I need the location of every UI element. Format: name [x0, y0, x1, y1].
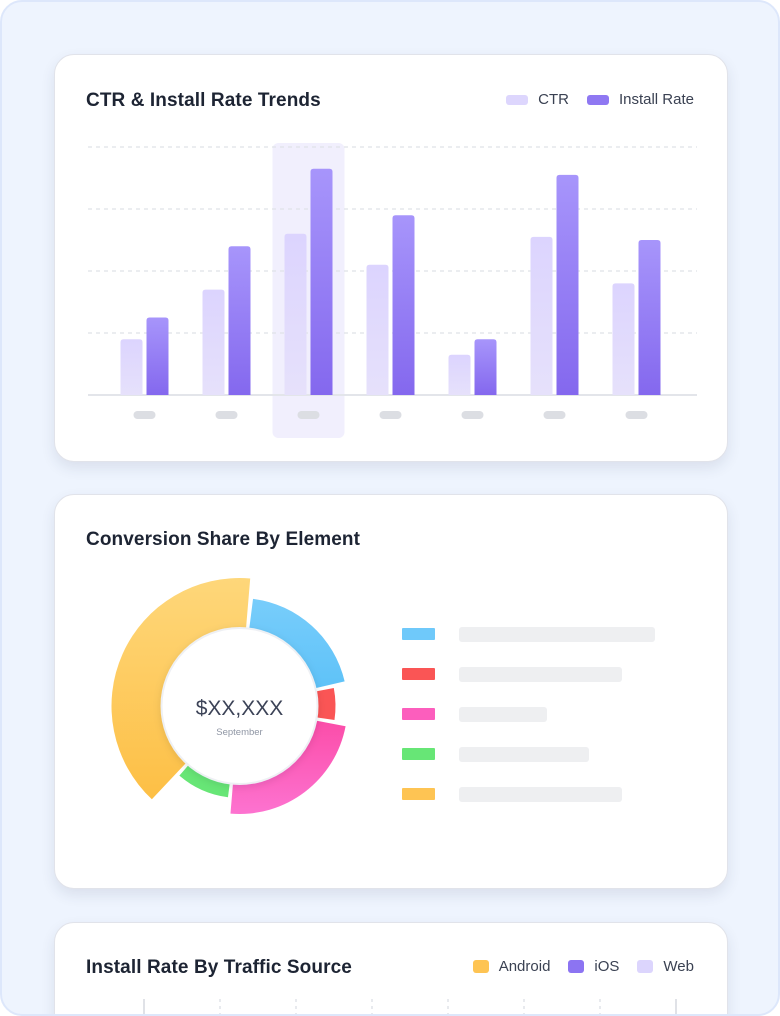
legend-label-ios: iOS: [594, 958, 620, 975]
ctr-install-legend: CTR Install Rate: [488, 91, 694, 108]
donut-center-value: $XX,XXX: [196, 697, 284, 720]
x-tick-label-placeholder: [133, 411, 156, 419]
bar-install-rate[interactable]: [556, 174, 579, 395]
bar-ctr[interactable]: [366, 264, 389, 395]
traffic-source-card: Install Rate By Traffic Source Android i…: [54, 922, 728, 1014]
donut-legend-swatch: [402, 628, 435, 640]
donut-legend-label-placeholder: [459, 667, 622, 682]
bar-ctr[interactable]: [530, 236, 553, 395]
x-tick-label-placeholder: [543, 411, 566, 419]
bar-install-rate[interactable]: [638, 240, 661, 395]
conversion-donut-chart: $XX,XXX September: [111, 578, 655, 814]
donut-legend-swatch: [402, 708, 435, 720]
legend-item-android[interactable]: Android: [472, 958, 551, 975]
bar-install-rate[interactable]: [474, 339, 497, 395]
bar-ctr[interactable]: [202, 289, 225, 395]
x-tick-label-placeholder: [297, 411, 320, 419]
conversion-share-card: Conversion Share By Element: [54, 494, 728, 889]
donut-slice-blue[interactable]: [248, 598, 345, 691]
legend-swatch-web: [637, 960, 654, 973]
x-tick-label-placeholder: [625, 411, 648, 419]
x-tick-label-placeholder: [215, 411, 238, 419]
traffic-source-legend: Android iOS Web: [455, 958, 694, 975]
donut-legend-swatch: [402, 668, 435, 680]
bar-ctr[interactable]: [448, 354, 471, 395]
donut-legend-label-placeholder: [459, 627, 655, 642]
traffic-source-title: Install Rate By Traffic Source: [86, 957, 352, 978]
legend-swatch-ios: [568, 960, 585, 973]
donut-legend: [402, 627, 655, 802]
legend-label-android: Android: [498, 958, 551, 975]
ctr-install-card: CTR & Install Rate Trends CTR Install Ra…: [54, 54, 728, 462]
x-tick-label-placeholder: [379, 411, 402, 419]
legend-item-install-rate[interactable]: Install Rate: [586, 91, 694, 108]
donut-legend-label-placeholder: [459, 787, 622, 802]
legend-label-web: Web: [663, 958, 694, 975]
bar-ctr[interactable]: [612, 283, 635, 395]
donut-center-label: September: [216, 727, 262, 738]
bar-install-rate[interactable]: [310, 168, 333, 395]
donut-legend-label-placeholder: [459, 747, 589, 762]
traffic-source-chart: [143, 999, 677, 1014]
legend-swatch-install-rate: [586, 94, 609, 105]
bar-install-rate[interactable]: [146, 317, 169, 396]
donut-legend-swatch: [402, 748, 435, 760]
legend-item-ctr[interactable]: CTR: [506, 91, 569, 108]
donut-center-disc: [160, 627, 319, 785]
conversion-share-title: Conversion Share By Element: [86, 529, 361, 550]
legend-label-install-rate: Install Rate: [618, 91, 694, 108]
legend-swatch-android: [472, 960, 489, 973]
donut-legend-label-placeholder: [459, 707, 547, 722]
ctr-install-bar-chart: [88, 143, 697, 438]
ctr-install-title: CTR & Install Rate Trends: [86, 90, 321, 111]
legend-item-ios[interactable]: iOS: [568, 958, 619, 975]
bar-install-rate[interactable]: [392, 215, 415, 395]
legend-label-ctr: CTR: [538, 91, 569, 108]
bar-ctr[interactable]: [120, 339, 143, 395]
donut-legend-swatch: [402, 788, 435, 800]
bar-ctr[interactable]: [284, 233, 307, 395]
legend-item-web[interactable]: Web: [637, 958, 694, 975]
bar-install-rate[interactable]: [228, 246, 251, 395]
highlight-column: [272, 143, 345, 438]
x-tick-label-placeholder: [461, 411, 484, 419]
legend-swatch-ctr: [506, 94, 529, 105]
